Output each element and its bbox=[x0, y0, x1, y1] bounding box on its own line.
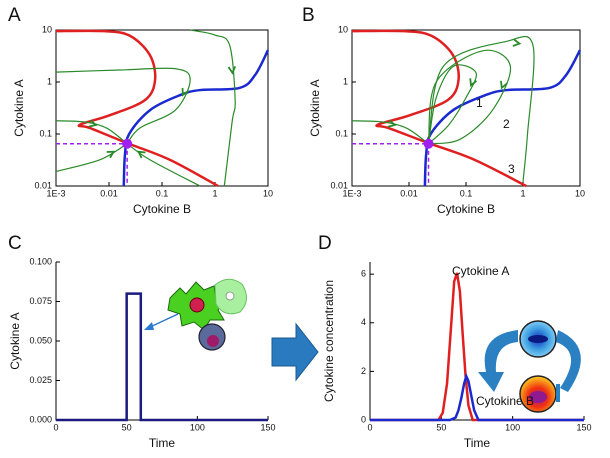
panel-letter: B bbox=[302, 5, 315, 26]
x-axis-label: Cytokine B bbox=[133, 202, 191, 216]
arrowhead bbox=[500, 80, 508, 90]
panel: C Time Cytokine A 0 50 100 150 0.000 0.025 0.050 0… bbox=[8, 233, 276, 450]
x-tick-label: 150 bbox=[260, 422, 275, 432]
x-axis-label: Time bbox=[464, 436, 491, 450]
y-tick-label: 4 bbox=[361, 317, 366, 327]
x-tick-label: 50 bbox=[122, 422, 132, 432]
x-tick-label: 10 bbox=[575, 188, 585, 198]
arrowhead bbox=[227, 66, 237, 75]
x-axis-label: Time bbox=[149, 436, 176, 450]
y-tick-label: 0 bbox=[361, 414, 366, 424]
trajectory bbox=[427, 35, 535, 182]
y-tick-label: 6 bbox=[361, 269, 366, 279]
y-axis-label: Cytokine A bbox=[308, 79, 322, 136]
cell-icons bbox=[144, 278, 247, 351]
x-tick-label: 1 bbox=[212, 188, 217, 198]
trajectory bbox=[55, 120, 128, 145]
arrowhead bbox=[136, 150, 146, 159]
panel-letter: C bbox=[8, 233, 22, 254]
trajectory bbox=[126, 143, 201, 187]
trajectory bbox=[190, 29, 236, 187]
y-tick-label: 0.075 bbox=[29, 296, 52, 306]
annotation: 3 bbox=[508, 162, 515, 176]
panel-letter: D bbox=[318, 233, 332, 254]
trajectory bbox=[427, 64, 477, 145]
y-tick-label: 0.01 bbox=[330, 180, 348, 190]
y-tick-label: 0.050 bbox=[29, 335, 52, 345]
panel: D Time Cytokine concentration 0 50 100 150 0 2 4 6… bbox=[318, 233, 592, 450]
series-label: Cytokine B bbox=[476, 394, 534, 408]
y-tick-label: 1 bbox=[47, 76, 52, 86]
fixed-point bbox=[122, 138, 133, 149]
x-tick-label: 0 bbox=[53, 422, 58, 432]
curve bbox=[55, 29, 219, 188]
cell-diagram bbox=[478, 320, 581, 413]
y-tick-label: 2 bbox=[361, 366, 366, 376]
curve bbox=[370, 272, 584, 422]
y-axis-label: Cytokine A bbox=[8, 312, 22, 369]
trajectory bbox=[427, 49, 512, 145]
series-label: Cytokine A bbox=[452, 264, 509, 278]
arrowhead bbox=[181, 87, 190, 97]
x-tick-label: 1 bbox=[520, 188, 525, 198]
fixed-point-guide bbox=[352, 142, 430, 186]
y-tick-label: 0.01 bbox=[34, 180, 52, 190]
arrowhead bbox=[387, 119, 397, 128]
y-tick-label: 10 bbox=[42, 24, 52, 34]
trajectory bbox=[55, 143, 128, 173]
y-tick-label: 0.025 bbox=[29, 375, 52, 385]
x-tick-label: 10 bbox=[263, 188, 273, 198]
x-tick-label: 1E-3 bbox=[342, 188, 361, 198]
trajectory bbox=[55, 67, 191, 145]
y-axis-label: Cytokine A bbox=[12, 79, 26, 136]
fixed-point-guide bbox=[56, 142, 128, 186]
arrowhead bbox=[469, 78, 478, 87]
x-tick-label: 100 bbox=[505, 422, 520, 432]
x-tick-label: 0.01 bbox=[100, 188, 118, 198]
big-arrow bbox=[271, 322, 319, 382]
y-tick-label: 1 bbox=[343, 76, 348, 86]
arrowhead bbox=[88, 119, 98, 128]
annotation: 2 bbox=[503, 117, 510, 131]
curve bbox=[122, 49, 270, 187]
y-axis-label: Cytokine concentration bbox=[322, 280, 336, 402]
y-tick-label: 10 bbox=[338, 24, 348, 34]
x-tick-label: 100 bbox=[190, 422, 205, 432]
arrowhead bbox=[512, 38, 522, 47]
axis-frame bbox=[351, 29, 581, 187]
y-tick-label: 0.1 bbox=[39, 128, 52, 138]
x-tick-label: 0.1 bbox=[460, 188, 473, 198]
x-tick-label: 0.1 bbox=[156, 188, 169, 198]
x-tick-label: 50 bbox=[436, 422, 446, 432]
y-tick-label: 0.1 bbox=[335, 128, 348, 138]
x-tick-label: 1E-3 bbox=[46, 188, 65, 198]
annotation: 1 bbox=[476, 96, 483, 110]
y-tick-label: 0.000 bbox=[29, 414, 52, 424]
x-axis-label: Cytokine B bbox=[437, 202, 495, 216]
fixed-point bbox=[423, 138, 434, 149]
x-tick-label: 150 bbox=[576, 422, 591, 432]
x-tick-label: 0 bbox=[367, 422, 372, 432]
curve bbox=[56, 292, 268, 422]
arrowhead bbox=[106, 150, 116, 159]
y-tick-label: 0.100 bbox=[29, 256, 52, 266]
curve bbox=[370, 372, 584, 422]
x-tick-label: 0.01 bbox=[400, 188, 418, 198]
panel-letter: A bbox=[8, 5, 21, 26]
trajectory bbox=[351, 120, 429, 145]
axis-frame bbox=[55, 29, 269, 187]
